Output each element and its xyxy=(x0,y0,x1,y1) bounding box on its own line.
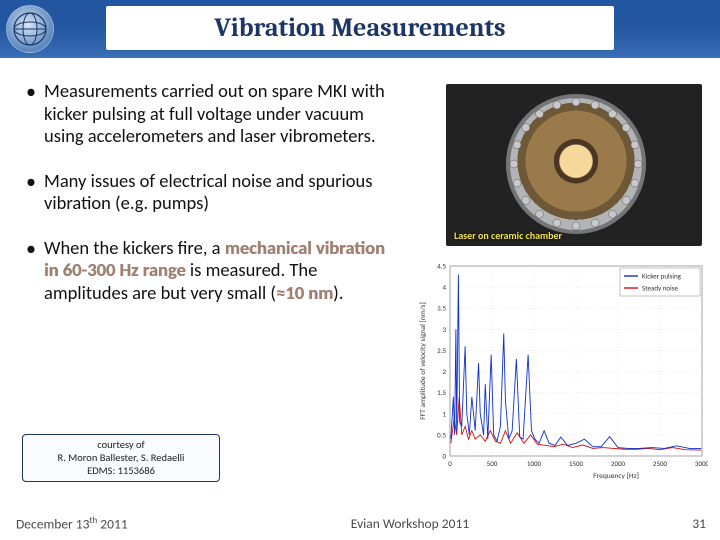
bullet-text: ). xyxy=(333,281,343,304)
equipment-photo: Laser on ceramic chamber xyxy=(446,84,702,246)
footer-date: December 13th 2011 xyxy=(16,515,128,533)
svg-text:2: 2 xyxy=(442,367,446,376)
svg-text:1000: 1000 xyxy=(527,459,542,468)
svg-text:0: 0 xyxy=(442,452,446,461)
svg-text:Kicker pulsing: Kicker pulsing xyxy=(642,272,682,281)
svg-text:2.5: 2.5 xyxy=(437,346,446,355)
bullet-list: Measurements carried out on spare MKI wi… xyxy=(22,80,402,305)
svg-text:2000: 2000 xyxy=(611,459,626,468)
fft-chart: 0 500 1000 1500 2000 2500 3000 0 0.5 1 1.5 2 2.5 3 3.5… xyxy=(416,260,708,482)
svg-text:1: 1 xyxy=(442,409,446,418)
svg-text:2500: 2500 xyxy=(653,459,668,468)
bullet-text: Many issues of electrical noise and spur… xyxy=(44,169,373,215)
courtesy-line: R. Moron Ballester, S. Redaelli xyxy=(27,451,215,464)
photo-caption: Laser on ceramic chamber xyxy=(454,229,562,242)
bolt-ring-icon xyxy=(446,84,702,246)
svg-text:3: 3 xyxy=(442,325,446,334)
svg-text:500: 500 xyxy=(487,459,498,468)
svg-text:3000: 3000 xyxy=(695,459,708,468)
cern-logo xyxy=(6,5,54,53)
svg-text:3.5: 3.5 xyxy=(437,304,446,313)
svg-text:4.5: 4.5 xyxy=(437,262,446,271)
page-number: 31 xyxy=(692,515,706,532)
svg-text:1500: 1500 xyxy=(569,459,584,468)
title-box: Vibration Measurements xyxy=(106,6,614,50)
globe-icon xyxy=(12,11,48,47)
bullet-text: Measurements carried out on spare MKI wi… xyxy=(44,79,385,147)
svg-text:Steady noise: Steady noise xyxy=(642,284,678,293)
slide-title: Vibration Measurements xyxy=(214,13,505,43)
courtesy-box: courtesy of R. Moron Ballester, S. Redae… xyxy=(22,434,220,482)
svg-text:4: 4 xyxy=(442,283,446,292)
header-band: Vibration Measurements xyxy=(0,0,720,58)
bullet-text: When the kickers fire, a xyxy=(44,236,225,259)
svg-text:FFT amplitude of velocity sign: FFT amplitude of velocity signal [nm/s] xyxy=(418,302,428,420)
svg-text:0: 0 xyxy=(448,459,452,468)
bullet-emph: ≈10 nm xyxy=(276,281,333,304)
svg-text:1.5: 1.5 xyxy=(437,388,446,397)
bullet-item: When the kickers fire, a mechanical vibr… xyxy=(22,237,402,305)
footer: December 13th 2011 Evian Workshop 2011 3… xyxy=(0,515,720,533)
svg-text:0.5: 0.5 xyxy=(437,430,446,439)
svg-text:Frequency [Hz]: Frequency [Hz] xyxy=(593,471,639,481)
courtesy-line: EDMS: 1153686 xyxy=(27,464,215,477)
footer-date-b: 2011 xyxy=(97,515,127,532)
footer-date-a: December 13 xyxy=(16,515,90,532)
footer-center: Evian Workshop 2011 xyxy=(351,515,469,532)
courtesy-line: courtesy of xyxy=(27,438,215,451)
bullet-item: Measurements carried out on spare MKI wi… xyxy=(22,80,402,148)
bullet-item: Many issues of electrical noise and spur… xyxy=(22,170,402,215)
